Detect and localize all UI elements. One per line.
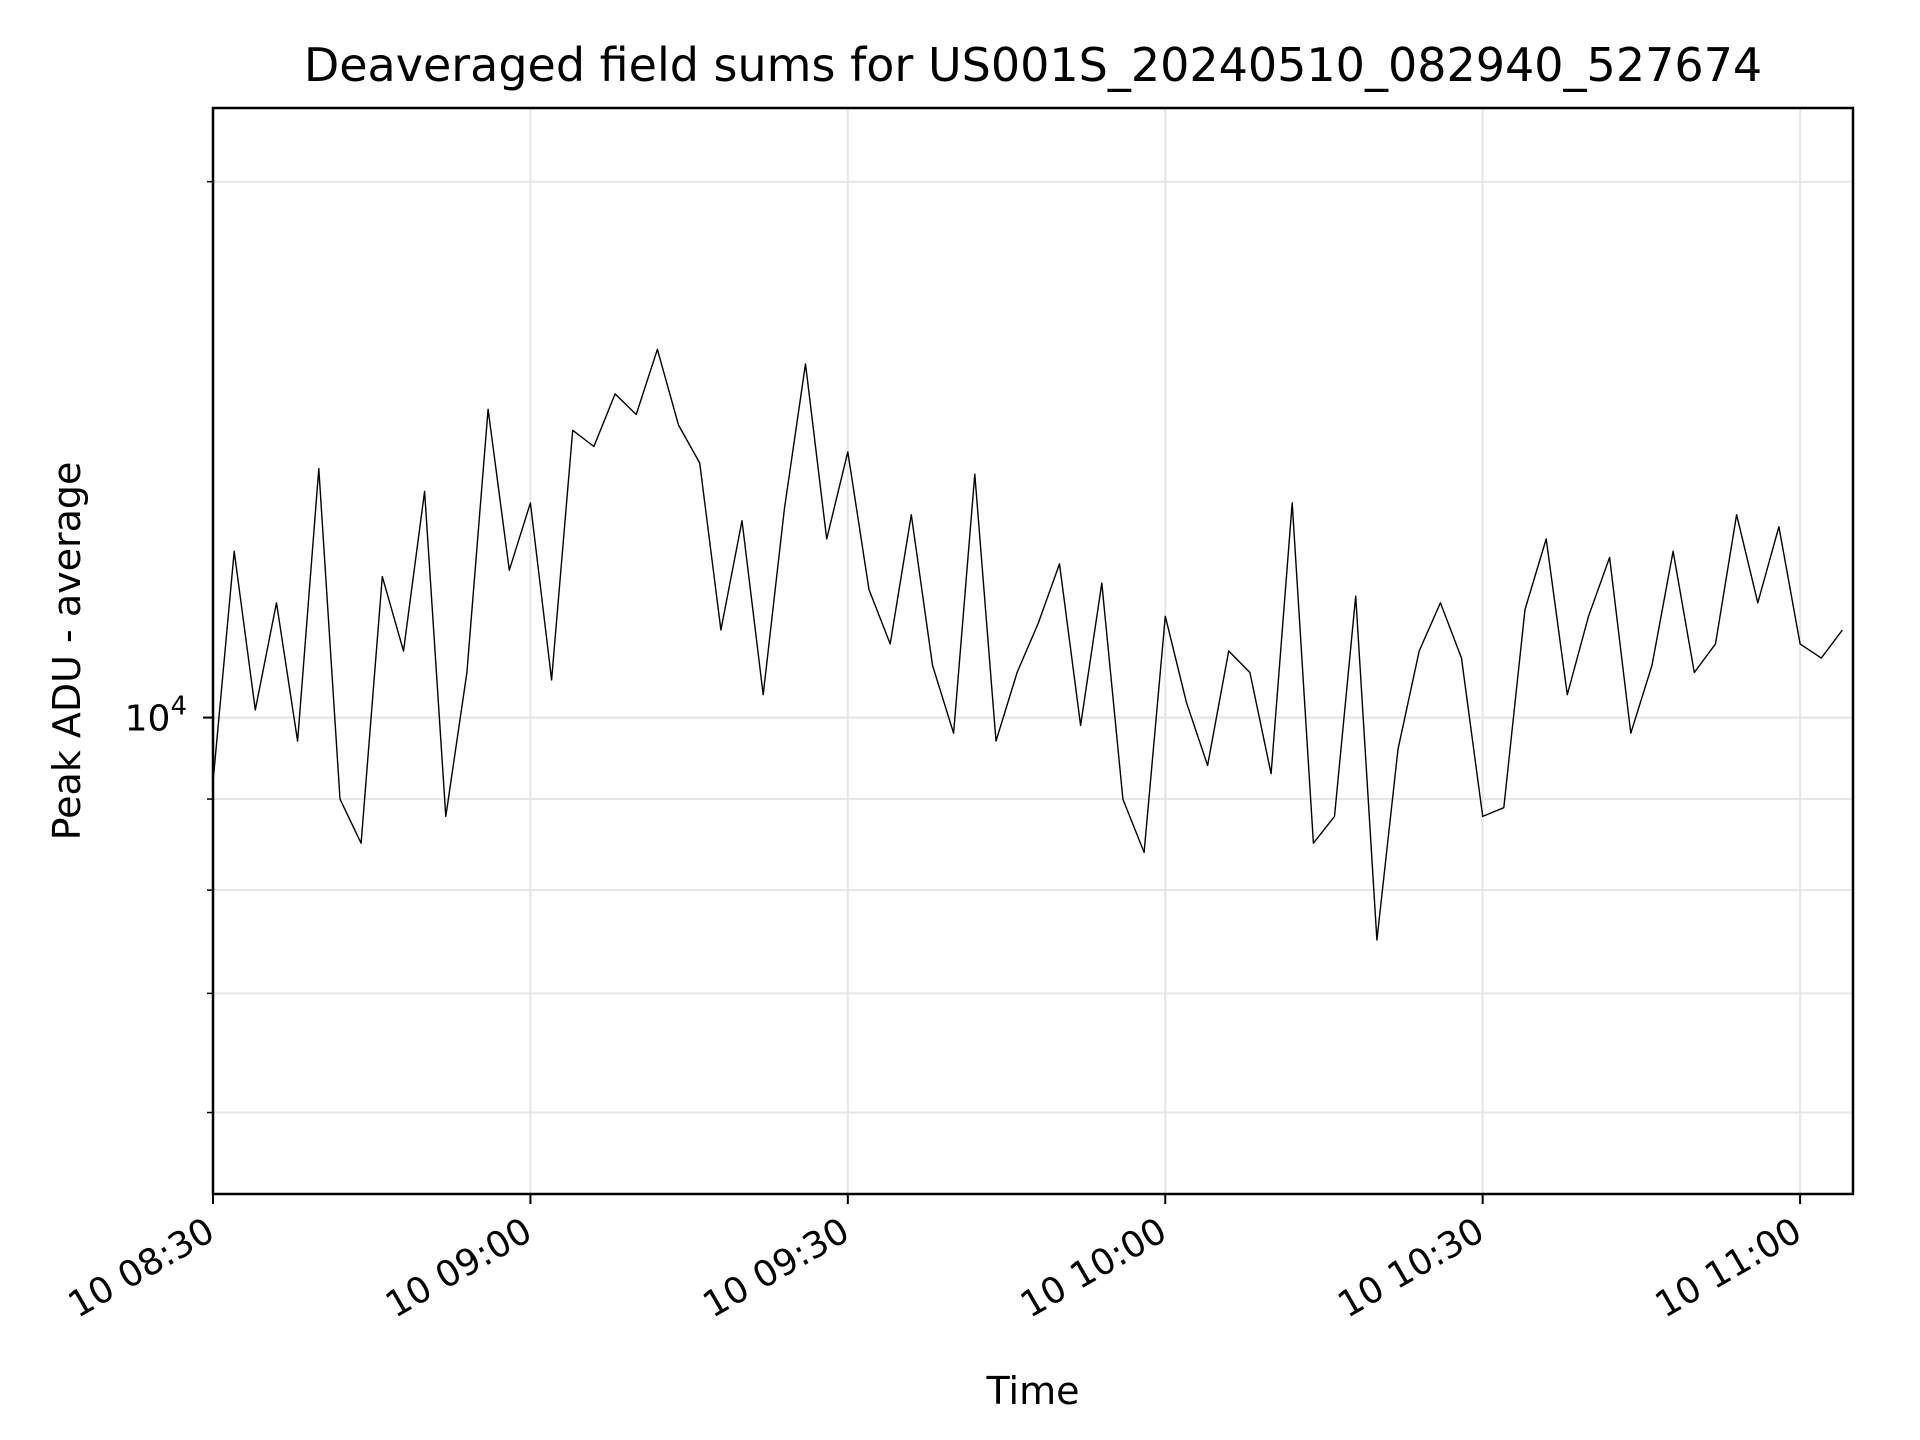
grid [212, 108, 1853, 1194]
x-axis-label: Time [986, 1369, 1080, 1413]
series-line [212, 348, 1843, 941]
y-tick-exponent: 4 [170, 692, 187, 722]
plot-frame [211, 106, 1855, 1196]
y-axis-label: Peak ADU - average [45, 462, 89, 841]
chart-title: Deaveraged field sums for US001S_2024051… [304, 38, 1762, 92]
